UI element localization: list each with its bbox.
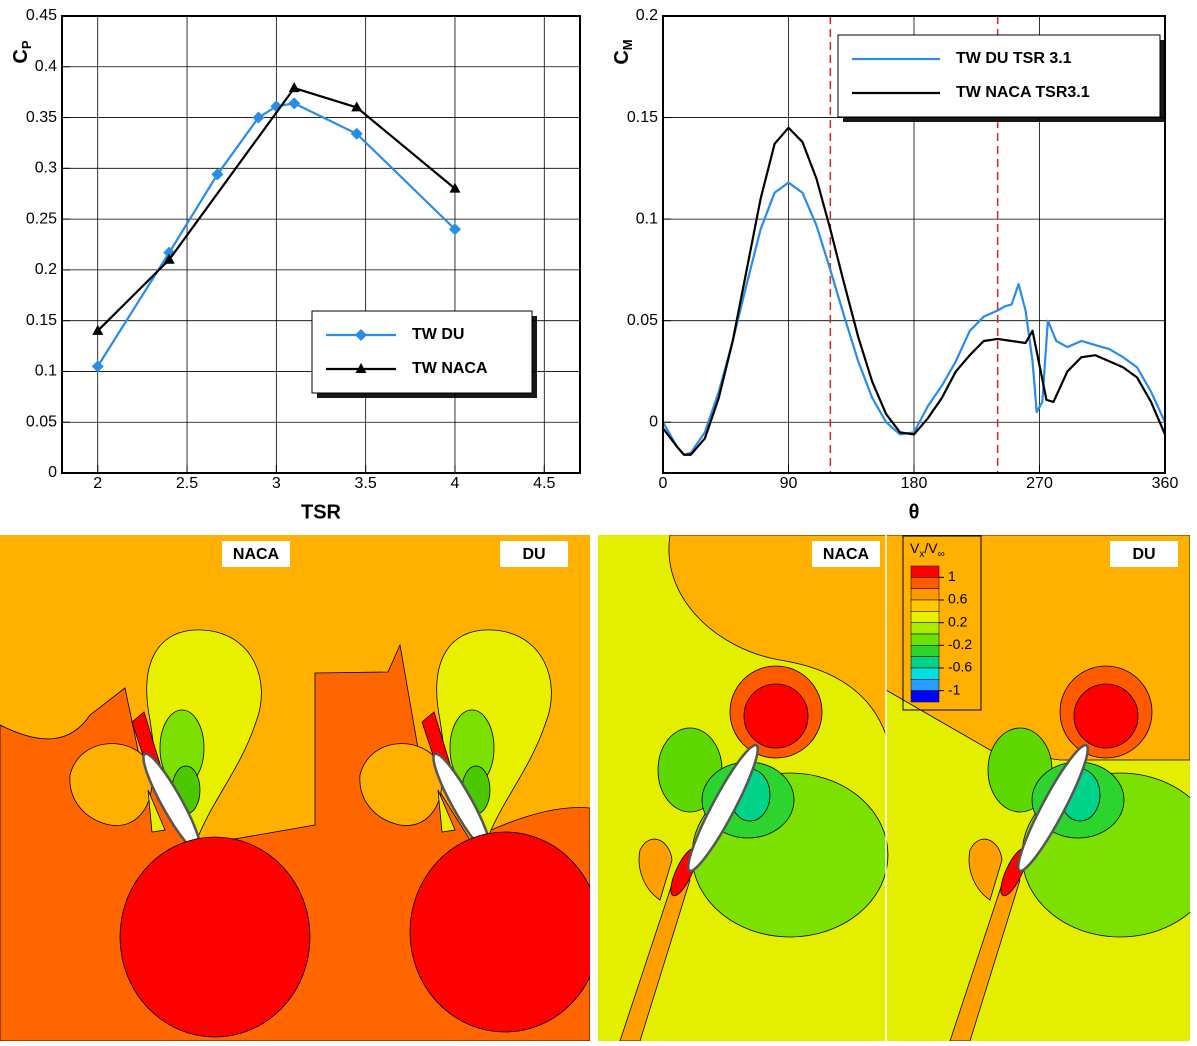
- colorbar: 1 0.6 0.2 -0.2 -0.6 -1 Vx/V∞: [910, 540, 972, 703]
- plot-frame: [61, 15, 581, 474]
- x-tick-label: 180: [901, 475, 928, 492]
- colorbar-label: -0.2: [948, 636, 972, 652]
- contour-panel: NACA DU: [0, 535, 590, 1041]
- y-tick-label: 0.25: [26, 210, 57, 227]
- y-tick-label: 0.2: [636, 7, 658, 24]
- contour-panel: NACA DU 1 0.6 0.2 -0.2 -0.6 -1 Vx/V∞: [598, 535, 1190, 1041]
- colorbar-label: -1: [948, 681, 961, 697]
- marker: [355, 363, 367, 373]
- charts: 2 2.5 3 3.5 4 4.5 0 0.05 0.1 0.15 0.2 0.25 0.3 0.35 0.…: [10, 7, 1178, 523]
- x-tick-label: 3.5: [355, 475, 377, 492]
- panel-label: NACA: [823, 546, 870, 563]
- x-tick-label: 90: [780, 475, 798, 492]
- marker: [351, 101, 363, 112]
- legend-label: TW NACA: [412, 360, 488, 377]
- colorbar-title-part: V: [910, 540, 920, 556]
- legend-box: [311, 310, 533, 394]
- y-tick-label: 0.05: [627, 312, 658, 329]
- marker: [448, 223, 461, 236]
- colorbar-band: [910, 622, 940, 635]
- marker: [449, 182, 461, 193]
- colorbar-band: [910, 611, 940, 623]
- colorbar-band: [910, 633, 940, 646]
- panel-label: NACA: [233, 546, 280, 563]
- legend: TW DU TSR 3.1 TW NACA TSR3.1: [837, 34, 1161, 118]
- colorbar-label: 0.6: [948, 591, 968, 607]
- panel-label: DU: [1132, 546, 1155, 563]
- colorbar-band: [910, 588, 940, 601]
- legend-box: [837, 34, 1161, 118]
- x-axis-title: TSR: [301, 501, 342, 523]
- legend-label: TW DU TSR 3.1: [956, 50, 1072, 67]
- marker: [355, 329, 367, 341]
- y-tick-label: 0.35: [26, 109, 57, 126]
- marker: [288, 82, 300, 93]
- x-tick-label: 4.5: [533, 475, 555, 492]
- y-axis-title: CM: [611, 39, 635, 64]
- x-tick-label: 2.5: [176, 475, 198, 492]
- y-tick-label: 0: [649, 413, 658, 430]
- chart: 0 90 180 270 360 0 0.05 0.1 0.15 0.2 θ CM TW DU TSR …: [611, 7, 1178, 523]
- colorbar-band: [910, 656, 940, 669]
- y-tick-label: 0.1: [35, 363, 57, 380]
- panel-label: DU: [522, 546, 545, 563]
- chart: 2 2.5 3 3.5 4 4.5 0 0.05 0.1 0.15 0.2 0.25 0.3 0.35 0.…: [10, 7, 581, 523]
- colorbar-band: [910, 690, 940, 703]
- colorbar-title-part: /V: [924, 540, 938, 556]
- series-line: [662, 181, 1167, 456]
- colorbar-band: [910, 599, 940, 612]
- marker: [350, 127, 363, 140]
- y-tick-label: 0: [48, 464, 57, 481]
- x-axis-title: θ: [909, 501, 920, 523]
- y-axis-subscript: P: [19, 40, 34, 49]
- x-tick-label: 2: [93, 475, 102, 492]
- colorbar-band: [910, 577, 940, 589]
- y-tick-label: 0.15: [627, 109, 658, 126]
- x-tick-label: 0: [659, 475, 668, 492]
- y-axis-title: CP: [10, 40, 34, 63]
- y-tick-label: 0.2: [35, 261, 57, 278]
- plot-area: [62, 16, 580, 473]
- y-tick-label: 0.05: [26, 413, 57, 430]
- marker: [252, 111, 265, 124]
- x-tick-label: 270: [1026, 475, 1053, 492]
- colorbar-title: Vx/V∞: [910, 540, 945, 560]
- marker: [163, 253, 175, 264]
- y-axis-symbol: C: [10, 49, 32, 63]
- colorbar-label: -0.6: [948, 659, 972, 675]
- y-axis-subscript: M: [620, 39, 635, 50]
- y-tick-label: 0.45: [26, 7, 57, 24]
- legend: TW DU TW NACA: [311, 310, 533, 394]
- y-tick-label: 0.3: [35, 160, 57, 177]
- y-tick-label: 0.1: [636, 210, 658, 227]
- marker: [211, 168, 224, 181]
- y-tick-label: 0.15: [26, 312, 57, 329]
- series-line: [96, 102, 456, 367]
- colorbar-label: 1: [948, 568, 956, 584]
- y-axis-symbol: C: [611, 50, 633, 64]
- marker: [91, 360, 104, 373]
- legend-label: TW DU: [412, 326, 464, 343]
- x-tick-label: 4: [451, 475, 460, 492]
- series-line: [662, 126, 1167, 456]
- marker: [92, 324, 104, 335]
- colorbar-title-part: x: [919, 549, 924, 560]
- x-tick-label: 360: [1152, 475, 1179, 492]
- colorbar-band: [910, 645, 940, 657]
- legend-label: TW NACA TSR3.1: [956, 84, 1090, 101]
- colorbar-label: 0.2: [948, 613, 968, 629]
- y-tick-label: 0.4: [35, 58, 57, 75]
- colorbar-band: [910, 667, 940, 680]
- x-tick-label: 3: [272, 475, 281, 492]
- colorbar-band: [910, 565, 940, 578]
- marker: [288, 97, 301, 110]
- colorbar-title-part: ∞: [938, 549, 945, 560]
- colorbar-band: [910, 679, 940, 691]
- plot-frame: [662, 15, 1166, 474]
